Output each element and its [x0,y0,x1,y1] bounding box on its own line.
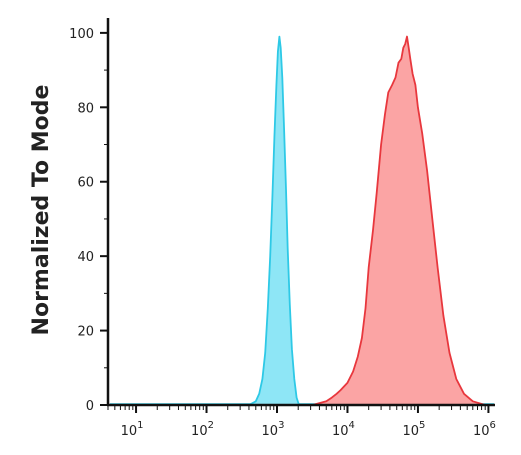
x-tick-label: 106 [473,420,496,439]
x-tick-base: 10 [473,424,490,439]
x-tick-label: 105 [402,420,425,439]
x-tick-exponent: 1 [137,420,143,431]
series-0-line [248,35,300,406]
y-tick-label: 60 [77,176,94,191]
x-tick-exponent: 6 [490,420,496,431]
x-tick-base: 10 [402,424,419,439]
y-tick-label: 100 [69,27,94,42]
y-axis-label: Normalized To Mode [29,85,54,336]
y-tick-label: 0 [86,399,94,414]
x-tick-exponent: 3 [278,420,284,431]
x-tick-base: 10 [262,424,279,439]
x-tick-exponent: 4 [349,420,355,431]
series-1-line [312,35,486,406]
x-tick-exponent: 2 [208,420,214,431]
x-tick-label: 103 [262,420,285,439]
x-tick-label: 104 [332,420,355,439]
series-0-area [248,36,299,405]
y-tick-label: 20 [77,325,94,340]
x-tick-base: 10 [332,424,349,439]
x-tick-exponent: 5 [419,420,425,431]
y-tick-label: 40 [77,250,94,265]
x-tick-label: 102 [191,420,214,439]
series-layer [110,35,494,406]
x-tick-base: 10 [191,424,208,439]
series-1-area [312,36,486,405]
x-tick-base: 10 [121,424,138,439]
x-tick-label: 101 [121,420,144,439]
y-tick-label: 80 [77,101,94,116]
